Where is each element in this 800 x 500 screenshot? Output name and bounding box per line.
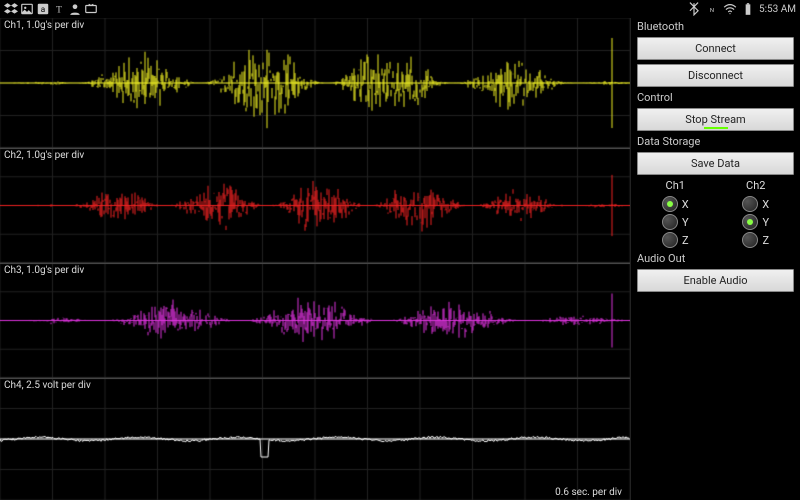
bluetooth-header: Bluetooth xyxy=(631,18,800,35)
col2-x-radio-item[interactable]: X xyxy=(742,196,769,212)
ch3-label: Ch3, 1.0g's per div xyxy=(4,265,84,276)
col2-y-radio[interactable] xyxy=(742,214,758,230)
image-icon xyxy=(20,2,34,16)
col2-z-radio[interactable] xyxy=(742,232,758,248)
col1-z-radio[interactable] xyxy=(662,232,678,248)
col1-x-radio-item[interactable]: X xyxy=(662,196,689,212)
scope-canvas xyxy=(0,18,630,500)
stop-stream-button[interactable]: Stop Stream xyxy=(637,108,794,131)
amazon-icon: a xyxy=(36,2,50,16)
save-data-button[interactable]: Save Data xyxy=(637,152,794,175)
ch1-label: Ch1, 1.0g's per div xyxy=(4,20,84,31)
col2-x-radio[interactable] xyxy=(742,196,758,212)
android-status-bar: a T N 5:53 AM xyxy=(0,0,800,18)
bluetooth-icon xyxy=(687,2,701,16)
svg-text:N: N xyxy=(710,8,714,14)
connect-button[interactable]: Connect xyxy=(637,37,794,60)
main-area: Ch1, 1.0g's per div Ch2, 1.0g's per div Ch… xyxy=(0,18,800,500)
enable-audio-button[interactable]: Enable Audio xyxy=(637,269,794,292)
status-right-icons: N 5:53 AM xyxy=(687,2,796,16)
nfc-icon: N xyxy=(705,2,719,16)
col1-z-label: Z xyxy=(682,234,689,247)
col2-z-label: Z xyxy=(762,234,769,247)
channel-axis-selector: Ch1 XYZ Ch2 XYZ xyxy=(631,177,800,250)
side-panel: Bluetooth Connect Disconnect Control Sto… xyxy=(631,18,800,500)
ch2-header: Ch2 xyxy=(746,179,765,192)
dropbox-icon xyxy=(4,2,18,16)
col1-x-radio[interactable] xyxy=(662,196,678,212)
nyt-icon: T xyxy=(52,2,66,16)
ch4-label: Ch4, 2.5 volt per div xyxy=(4,380,91,391)
svg-text:T: T xyxy=(56,6,62,16)
status-time: 5:53 AM xyxy=(759,4,796,15)
disconnect-button[interactable]: Disconnect xyxy=(637,64,794,87)
col2-y-radio-item[interactable]: Y xyxy=(742,214,769,230)
col1-z-radio-item[interactable]: Z xyxy=(662,232,689,248)
ch3-divider xyxy=(0,263,630,264)
ch1-header: Ch1 xyxy=(666,179,685,192)
wifi-icon xyxy=(723,2,737,16)
col1-y-radio[interactable] xyxy=(662,214,678,230)
col1-x-label: X xyxy=(682,198,689,211)
col2-x-label: X xyxy=(762,198,769,211)
battery-icon xyxy=(741,2,755,16)
col1-y-radio-item[interactable]: Y xyxy=(662,214,689,230)
col1-y-label: Y xyxy=(682,216,689,229)
col2-y-label: Y xyxy=(762,216,769,229)
ch1-column: Ch1 XYZ xyxy=(635,179,716,248)
status-left-icons: a T xyxy=(4,2,98,16)
control-header: Control xyxy=(631,89,800,106)
tv-icon xyxy=(84,2,98,16)
ch2-column: Ch2 XYZ xyxy=(716,179,797,248)
ch2-label: Ch2, 1.0g's per div xyxy=(4,150,84,161)
person-icon xyxy=(68,2,82,16)
ch2-divider xyxy=(0,148,630,149)
svg-text:a: a xyxy=(41,4,45,14)
ch4-divider xyxy=(0,378,630,379)
col2-z-radio-item[interactable]: Z xyxy=(742,232,769,248)
audio-header: Audio Out xyxy=(631,250,800,267)
time-per-div-label: 0.6 sec. per div xyxy=(555,487,622,498)
storage-header: Data Storage xyxy=(631,133,800,150)
oscilloscope-area[interactable]: Ch1, 1.0g's per div Ch2, 1.0g's per div Ch… xyxy=(0,18,631,500)
